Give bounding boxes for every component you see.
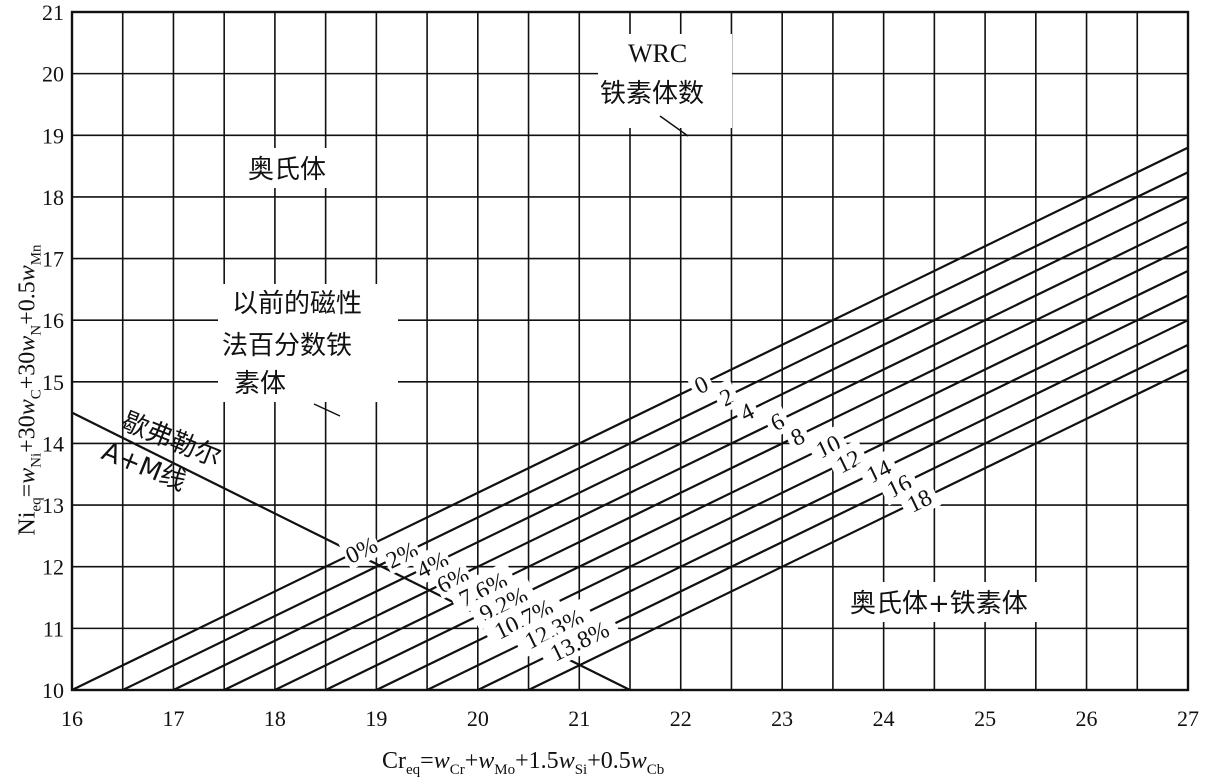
wrc-leader: [659, 115, 689, 137]
x-axis-title: Creq=wCr+wMo+1.5wSi+0.5wCb: [382, 748, 665, 778]
y-tick-label: 15: [42, 370, 64, 395]
fn-label: 0: [685, 366, 717, 402]
pct-label-bg: [446, 561, 519, 616]
x-tick-label: 20: [467, 706, 489, 731]
fn-label: 4: [730, 393, 763, 429]
x-tick-label: 21: [568, 706, 590, 731]
prev-method-line-1: 以前的磁性: [232, 289, 362, 319]
x-tick-label: 27: [1177, 706, 1199, 731]
fn-label: 8: [781, 418, 813, 454]
x-tick-label: 18: [264, 706, 286, 731]
y-tick-label: 16: [42, 308, 64, 333]
x-tick-label: 24: [873, 706, 895, 731]
y-tick-label: 12: [42, 555, 64, 580]
fn-label-bg: [685, 366, 717, 402]
y-tick-label: 13: [42, 493, 64, 518]
fn-label-bg: [730, 393, 763, 429]
x-tick-label: 16: [61, 706, 83, 731]
prev-method-leader: [313, 403, 341, 417]
y-tick-label: 21: [42, 0, 64, 25]
iso-ferrite-line: [528, 368, 1189, 691]
pct-label-bg: [511, 597, 597, 659]
iso-ferrite-line: [325, 269, 1189, 691]
x-tick-label: 17: [162, 706, 184, 731]
pct-label-bg: [536, 609, 622, 671]
plot-frame: [70, 10, 1190, 692]
austenite-ferrite-label: 奥氏体+铁素体: [850, 589, 1028, 619]
pct-label: 0%: [338, 528, 384, 570]
wrc-subtitle: 铁素体数: [600, 79, 704, 109]
iso-ferrite-line: [122, 171, 1189, 691]
wrc-title: WRC: [628, 39, 687, 68]
fn-label-bg: [896, 478, 942, 521]
pct-label-bg: [480, 587, 566, 649]
prev-method-line-2: 法百分数铁: [222, 331, 352, 361]
tick-labels: 16 17 18 19 20 21 22 23 24 25 26 27 10 11 12 13 14 15 16 17…: [42, 0, 1199, 731]
iso-ferrite-line: [71, 146, 1189, 691]
y-tick-label: 10: [42, 678, 64, 703]
y-tick-label: 11: [43, 616, 64, 641]
x-tick-label: 19: [365, 706, 387, 731]
x-tick-label: 23: [771, 706, 793, 731]
y-axis-title: Nieq=wNi+30wC+30wN+0.5wMn: [14, 244, 45, 536]
iso-ferrite-line: [172, 195, 1189, 691]
x-tick-label: 26: [1076, 706, 1098, 731]
y-tick-label: 19: [42, 123, 64, 148]
pct-label-bg: [467, 576, 539, 631]
austenite-label: 奥氏体: [248, 155, 326, 185]
y-tick-label: 20: [42, 62, 64, 87]
y-tick-label: 17: [42, 247, 64, 272]
pct-label-bg: [338, 528, 384, 570]
y-tick-label: 18: [42, 185, 64, 210]
y-tick-label: 14: [42, 431, 64, 456]
x-tick-label: 25: [974, 706, 996, 731]
iso-ferrite-line: [223, 220, 1189, 691]
x-tick-label: 22: [670, 706, 692, 731]
prev-method-line-3: 素体: [234, 369, 286, 399]
iso-ferrite-line: [274, 245, 1189, 691]
fn-label-bg: [781, 418, 813, 454]
